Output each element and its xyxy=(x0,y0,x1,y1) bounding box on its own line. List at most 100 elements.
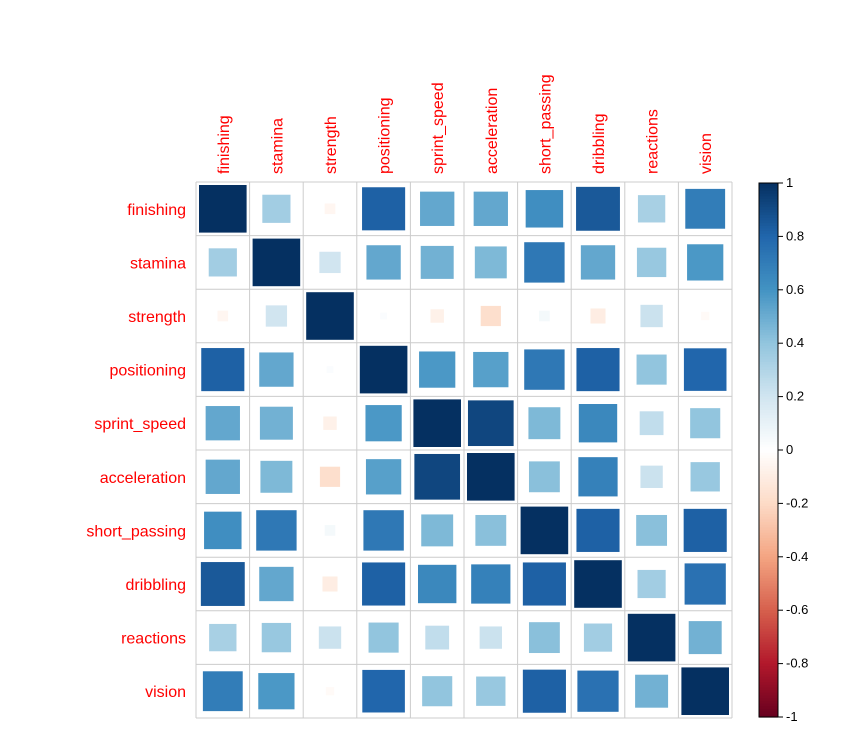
colorbar-band xyxy=(759,524,778,529)
colorbar-band xyxy=(759,586,778,590)
colorbar-band xyxy=(759,460,778,464)
colorbar-band xyxy=(759,436,778,440)
colorbar-band xyxy=(759,212,778,216)
colorbar-band xyxy=(759,652,778,657)
colorbar-band xyxy=(759,433,778,438)
cell-positioning-finishing xyxy=(201,348,245,392)
colorbar-band xyxy=(759,634,778,638)
colorbar-band xyxy=(759,575,778,579)
colorbar-band xyxy=(759,682,778,686)
cell-reactions-dribbling xyxy=(583,623,613,652)
colorbar-band xyxy=(759,391,778,395)
colorbar-band xyxy=(759,490,778,494)
cell-sprint_speed-sprint_speed xyxy=(413,399,461,447)
colorbar-band xyxy=(759,289,778,294)
colorbar-band xyxy=(759,562,778,566)
cell-dribbling-dribbling xyxy=(574,560,622,608)
colorbar-band xyxy=(759,439,778,443)
colorbar-band xyxy=(759,359,778,363)
colorbar-tick-label: -0.4 xyxy=(786,549,808,564)
colorbar-band xyxy=(759,228,778,232)
cell-vision-vision xyxy=(681,667,729,715)
colorbar-band xyxy=(759,367,778,371)
colorbar-band xyxy=(759,321,778,326)
colorbar-tick-label: 1 xyxy=(786,175,793,190)
row-label-stamina: stamina xyxy=(130,255,186,272)
cell-stamina-short_passing xyxy=(524,242,565,283)
colorbar-band xyxy=(759,583,778,587)
cell-positioning-short_passing xyxy=(524,349,565,390)
colorbar-band xyxy=(759,193,778,197)
cell-acceleration-positioning xyxy=(365,459,402,495)
colorbar-band xyxy=(759,551,778,555)
colorbar-band xyxy=(759,447,778,451)
cell-finishing-dribbling xyxy=(576,186,620,231)
colorbar-band xyxy=(759,279,778,283)
cell-acceleration-strength xyxy=(319,466,341,487)
cell-finishing-strength xyxy=(324,203,336,215)
cell-strength-short_passing xyxy=(539,310,550,322)
cell-acceleration-short_passing xyxy=(528,461,560,493)
colorbar-band xyxy=(759,284,778,288)
colorbar-band xyxy=(759,377,778,382)
colorbar-band xyxy=(759,548,778,553)
cell-stamina-strength xyxy=(319,251,341,274)
colorbar-band xyxy=(759,393,778,398)
colorbar-band xyxy=(759,455,778,459)
colorbar-band xyxy=(759,556,778,561)
cell-reactions-reactions xyxy=(627,613,676,662)
colorbar-band xyxy=(759,204,778,208)
cell-positioning-vision xyxy=(683,348,727,391)
colorbar-band xyxy=(759,185,778,189)
colorbar-band xyxy=(759,604,778,609)
cell-strength-positioning xyxy=(380,312,387,320)
colorbar-band xyxy=(759,532,778,537)
cell-short_passing-positioning xyxy=(363,510,404,551)
cell-reactions-acceleration xyxy=(479,626,502,649)
column-label-vision: vision xyxy=(698,133,715,174)
colorbar-band xyxy=(759,666,778,670)
colorbar-band xyxy=(759,530,778,534)
cell-reactions-strength xyxy=(318,626,342,649)
colorbar-band xyxy=(759,364,778,368)
colorbar-band xyxy=(759,615,778,619)
row-label-finishing: finishing xyxy=(127,202,186,219)
colorbar-band xyxy=(759,540,778,545)
cell-sprint_speed-stamina xyxy=(259,406,293,440)
cell-vision-short_passing xyxy=(522,669,566,713)
colorbar-band xyxy=(759,196,778,200)
colorbar-band xyxy=(759,703,778,707)
colorbar-band xyxy=(759,247,778,251)
colorbar-band xyxy=(759,239,778,243)
colorbar-band xyxy=(759,257,778,262)
colorbar-band xyxy=(759,450,778,454)
cell-stamina-reactions xyxy=(636,247,667,278)
cell-strength-stamina xyxy=(265,305,288,327)
colorbar-band xyxy=(759,698,778,702)
colorbar-band xyxy=(759,305,778,310)
colorbar-band xyxy=(759,578,778,582)
cell-dribbling-stamina xyxy=(259,566,294,602)
cell-stamina-acceleration xyxy=(474,246,507,279)
colorbar-band xyxy=(759,268,778,272)
cell-reactions-vision xyxy=(688,621,722,655)
colorbar-band xyxy=(759,207,778,211)
colorbar-band xyxy=(759,287,778,291)
cell-sprint_speed-vision xyxy=(690,408,721,439)
cell-vision-finishing xyxy=(202,671,243,712)
colorbar-band xyxy=(759,271,778,275)
cell-stamina-stamina xyxy=(252,238,301,287)
cell-finishing-vision xyxy=(685,188,726,229)
colorbar-band xyxy=(759,500,778,504)
colorbar-band xyxy=(759,647,778,651)
cell-short_passing-dribbling xyxy=(576,508,620,552)
colorbar-band xyxy=(759,375,778,379)
colorbar-band xyxy=(759,655,778,659)
cell-positioning-reactions xyxy=(636,354,667,385)
column-label-finishing: finishing xyxy=(216,115,233,174)
colorbar-band xyxy=(759,220,778,224)
cell-vision-strength xyxy=(325,687,335,696)
colorbar-band xyxy=(759,612,778,617)
colorbar-band xyxy=(759,340,778,344)
colorbar-band xyxy=(759,620,778,625)
